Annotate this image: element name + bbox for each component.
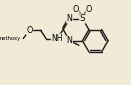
Text: N: N — [67, 36, 73, 45]
Text: O: O — [86, 5, 92, 14]
Text: N: N — [67, 14, 73, 23]
Text: NH: NH — [51, 34, 63, 43]
Text: S: S — [80, 14, 85, 23]
Text: O: O — [26, 26, 33, 35]
Text: O: O — [73, 5, 79, 14]
Text: methoxy: methoxy — [0, 36, 20, 41]
